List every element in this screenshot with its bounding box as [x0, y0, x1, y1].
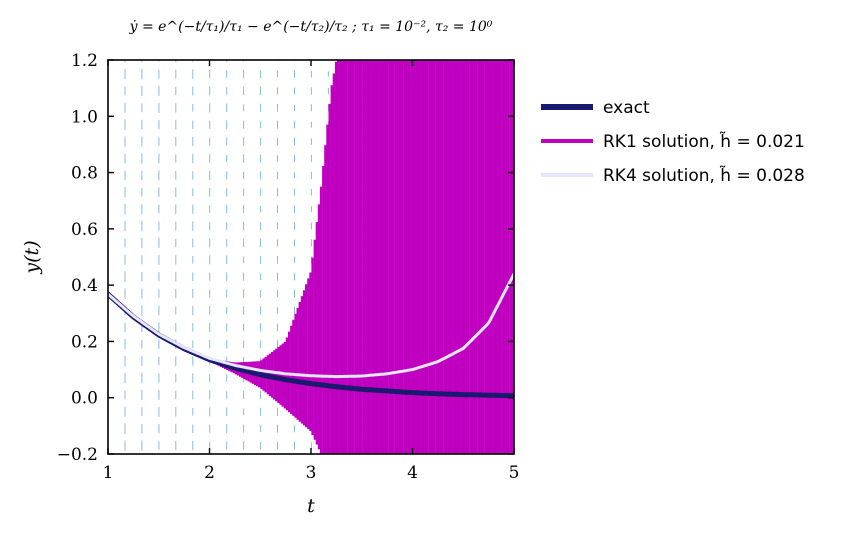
legend: exact RK1 solution, h̃ = 0.021 RK4 solutio… [541, 98, 805, 186]
legend-label: exact [603, 98, 650, 118]
chart-title: ẏ = e^(−t/τ₁)/τ₁ − e^(−t/τ₂)/τ₂ ; τ₁ = 1… [129, 19, 493, 35]
x-tick-label: 4 [407, 463, 418, 483]
y-axis-label: y(t) [21, 240, 43, 274]
y-axis-ticks: −0.2 0.0 0.2 0.4 0.6 0.8 1.0 1.2 [57, 51, 514, 465]
y-tick-label: 1.0 [71, 107, 98, 127]
rk4-line [108, 272, 514, 379]
x-axis-ticks: 1 2 3 4 5 [103, 60, 520, 483]
legend-label: RK1 solution, h̃ = 0.021 [603, 131, 805, 152]
y-tick-label: 0.0 [71, 389, 98, 409]
x-tick-label: 5 [509, 463, 520, 483]
y-tick-label: 1.2 [71, 51, 98, 71]
y-tick-label: 0.2 [71, 332, 98, 352]
x-tick-label: 3 [306, 463, 317, 483]
x-axis-label: t [307, 495, 315, 517]
rk1-series [160, 60, 514, 454]
rk4-series [108, 272, 514, 379]
legend-label: RK4 solution, h̃ = 0.028 [603, 165, 805, 186]
y-tick-label: −0.2 [57, 445, 98, 465]
y-tick-label: 0.4 [71, 276, 98, 296]
y-tick-label: 0.8 [71, 164, 98, 184]
x-tick-label: 2 [204, 463, 215, 483]
y-tick-label: 0.6 [71, 220, 98, 240]
x-tick-label: 1 [103, 463, 114, 483]
